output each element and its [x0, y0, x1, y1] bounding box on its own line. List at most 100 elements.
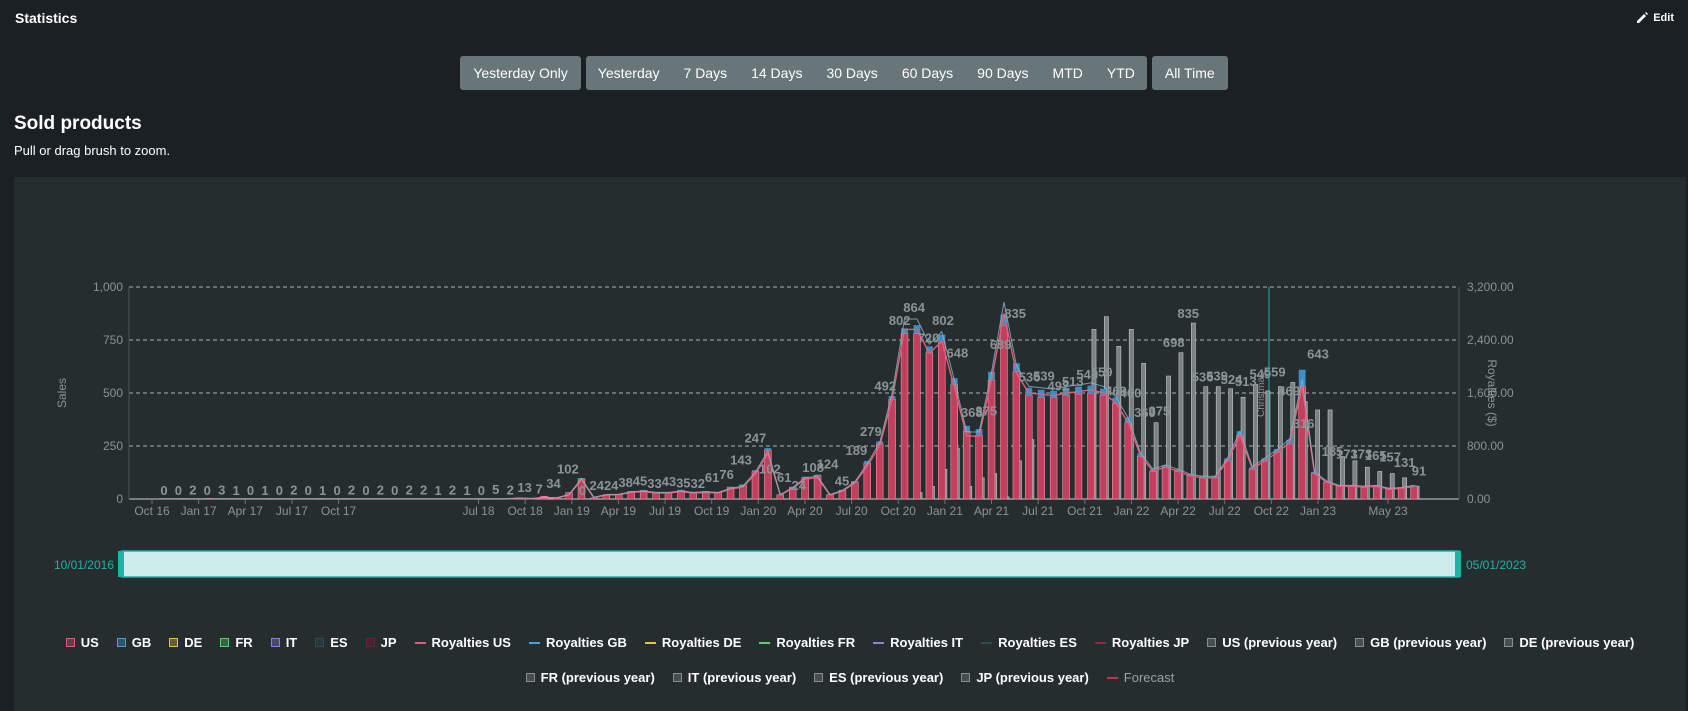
- data-label: 492: [874, 379, 896, 394]
- legend-item-royalties-de[interactable]: Royalties DE: [644, 635, 741, 650]
- range-button-group: Yesterday 7 Days 14 Days 30 Days 60 Days…: [585, 56, 1147, 90]
- data-label: 369: [1134, 405, 1156, 420]
- data-label: 2: [406, 483, 413, 498]
- legend-label: Royalties IT: [890, 635, 964, 650]
- bar-us: [1397, 488, 1406, 500]
- bar-us: [950, 384, 958, 500]
- legend-item-royalties-us[interactable]: Royalties US: [414, 635, 511, 650]
- legend-swatch: [814, 673, 824, 682]
- range-60-days-button[interactable]: 60 Days: [901, 65, 954, 81]
- legend-item-fr[interactable]: FR: [220, 635, 253, 650]
- y-tick-label-left: 500: [103, 386, 123, 400]
- y-tick-label-right: 800.00: [1467, 439, 1504, 453]
- data-label: 1: [319, 483, 326, 498]
- legend-item-royalties-it[interactable]: Royalties IT: [873, 635, 963, 650]
- bar-gb: [1186, 473, 1194, 476]
- y-axis-title-right: Royalties ($): [1485, 359, 1499, 426]
- legend-label: Royalties US: [431, 635, 511, 650]
- edit-button[interactable]: Edit: [1636, 11, 1674, 24]
- data-label: 539: [1033, 369, 1055, 384]
- y-tick-label-right: 1,600.00: [1467, 386, 1514, 400]
- bar-us: [1223, 460, 1232, 500]
- legend-label: Royalties ES: [998, 635, 1077, 650]
- data-label: 1: [233, 483, 240, 498]
- legend-label: FR: [235, 635, 253, 650]
- bar-us: [1348, 485, 1356, 500]
- legend-item-royalties-jp[interactable]: Royalties JP: [1094, 635, 1189, 650]
- legend-swatch: [525, 673, 535, 682]
- legend-swatch: [1094, 641, 1106, 644]
- bar-us: [900, 333, 909, 500]
- range-14-days-button[interactable]: 14 Days: [751, 65, 803, 81]
- legend-item-gb-previous-year[interactable]: GB (previous year): [1355, 635, 1486, 650]
- legend-swatch: [1207, 638, 1217, 647]
- x-tick-label: Jan 20: [740, 504, 776, 518]
- bar-us: [1037, 396, 1045, 500]
- data-label: 0: [391, 483, 398, 498]
- data-label: 34: [546, 476, 561, 491]
- brush-handle-right: [1455, 551, 1461, 577]
- x-tick-label: Jul 18: [462, 504, 494, 518]
- bar-us: [1049, 396, 1058, 500]
- legend-item-de[interactable]: DE: [169, 635, 202, 650]
- data-label: 802: [932, 313, 954, 328]
- legend-item-fr-previous-year[interactable]: FR (previous year): [525, 670, 655, 685]
- legend-label: JP (previous year): [976, 670, 1089, 685]
- chart-panel: 0 0.00 250 800.00 500 1,600.00 750 2,400.00 1,00…: [14, 177, 1686, 711]
- bar-us: [1174, 471, 1182, 500]
- legend-item-us-previous-year[interactable]: US (previous year): [1207, 635, 1337, 650]
- legend-item-royalties-fr[interactable]: Royalties FR: [759, 635, 855, 650]
- data-label: 76: [719, 467, 733, 482]
- legend-item-gb[interactable]: GB: [116, 635, 151, 650]
- data-label: 124: [817, 457, 839, 472]
- data-label: 2: [189, 483, 196, 498]
- y-tick-label-left: 0: [116, 492, 123, 506]
- bar-us: [938, 341, 946, 500]
- range-ytd-button[interactable]: YTD: [1106, 65, 1135, 81]
- legend-item-jp-previous-year[interactable]: JP (previous year): [961, 670, 1089, 685]
- data-label: 469: [1105, 384, 1127, 399]
- bar-us: [925, 352, 934, 500]
- range-90-days-button[interactable]: 90 Days: [977, 65, 1029, 81]
- bar-us: [1211, 477, 1219, 500]
- bar-gb: [1099, 388, 1107, 396]
- data-label: 0: [579, 483, 586, 498]
- legend-item-es[interactable]: ES: [315, 635, 348, 650]
- x-tick-label: Jul 19: [649, 504, 681, 518]
- legend-item-royalties-gb[interactable]: Royalties GB: [528, 635, 627, 650]
- range-30-days-button[interactable]: 30 Days: [826, 65, 878, 81]
- data-label: 45: [633, 473, 647, 488]
- bar-gb: [938, 334, 946, 343]
- data-label: 0: [305, 483, 312, 498]
- bar-gb: [752, 470, 759, 472]
- legend-item-it-previous-year[interactable]: IT (previous year): [672, 670, 796, 685]
- legend-label: ES: [330, 635, 348, 650]
- bar-us: [1373, 485, 1381, 500]
- legend-item-es-previous-year[interactable]: ES (previous year): [814, 670, 943, 685]
- range-7-days-button[interactable]: 7 Days: [683, 65, 728, 81]
- data-label: 559: [1264, 364, 1286, 379]
- bar-us: [1323, 481, 1331, 500]
- bar-us: [1236, 435, 1244, 500]
- data-label: 492: [1048, 379, 1070, 394]
- data-label: 2: [290, 483, 297, 498]
- yesterday-only-button[interactable]: Yesterday Only: [473, 65, 568, 81]
- data-label: 45: [835, 473, 849, 488]
- legend-item-de-previous-year[interactable]: DE (previous year): [1504, 635, 1634, 650]
- range-yesterday-button[interactable]: Yesterday: [597, 65, 660, 81]
- x-tick-label: Apr 21: [974, 504, 1010, 518]
- legend-item-us[interactable]: US: [65, 635, 99, 650]
- x-tick-label: Oct 19: [694, 504, 730, 518]
- y-tick-label-right: 3,200.00: [1467, 280, 1514, 294]
- data-label: 33: [647, 476, 661, 491]
- range-mtd-button[interactable]: MTD: [1052, 65, 1083, 81]
- legend-item-forecast[interactable]: Forecast: [1106, 670, 1174, 685]
- legend-item-royalties-es[interactable]: Royalties ES: [981, 635, 1077, 650]
- all-time-button[interactable]: All Time: [1164, 65, 1215, 81]
- legend-item-it[interactable]: IT: [270, 635, 297, 650]
- data-label: 0: [333, 483, 340, 498]
- bar-us: [1335, 485, 1344, 500]
- data-label: 61: [705, 470, 719, 485]
- legend-item-jp[interactable]: JP: [365, 635, 397, 650]
